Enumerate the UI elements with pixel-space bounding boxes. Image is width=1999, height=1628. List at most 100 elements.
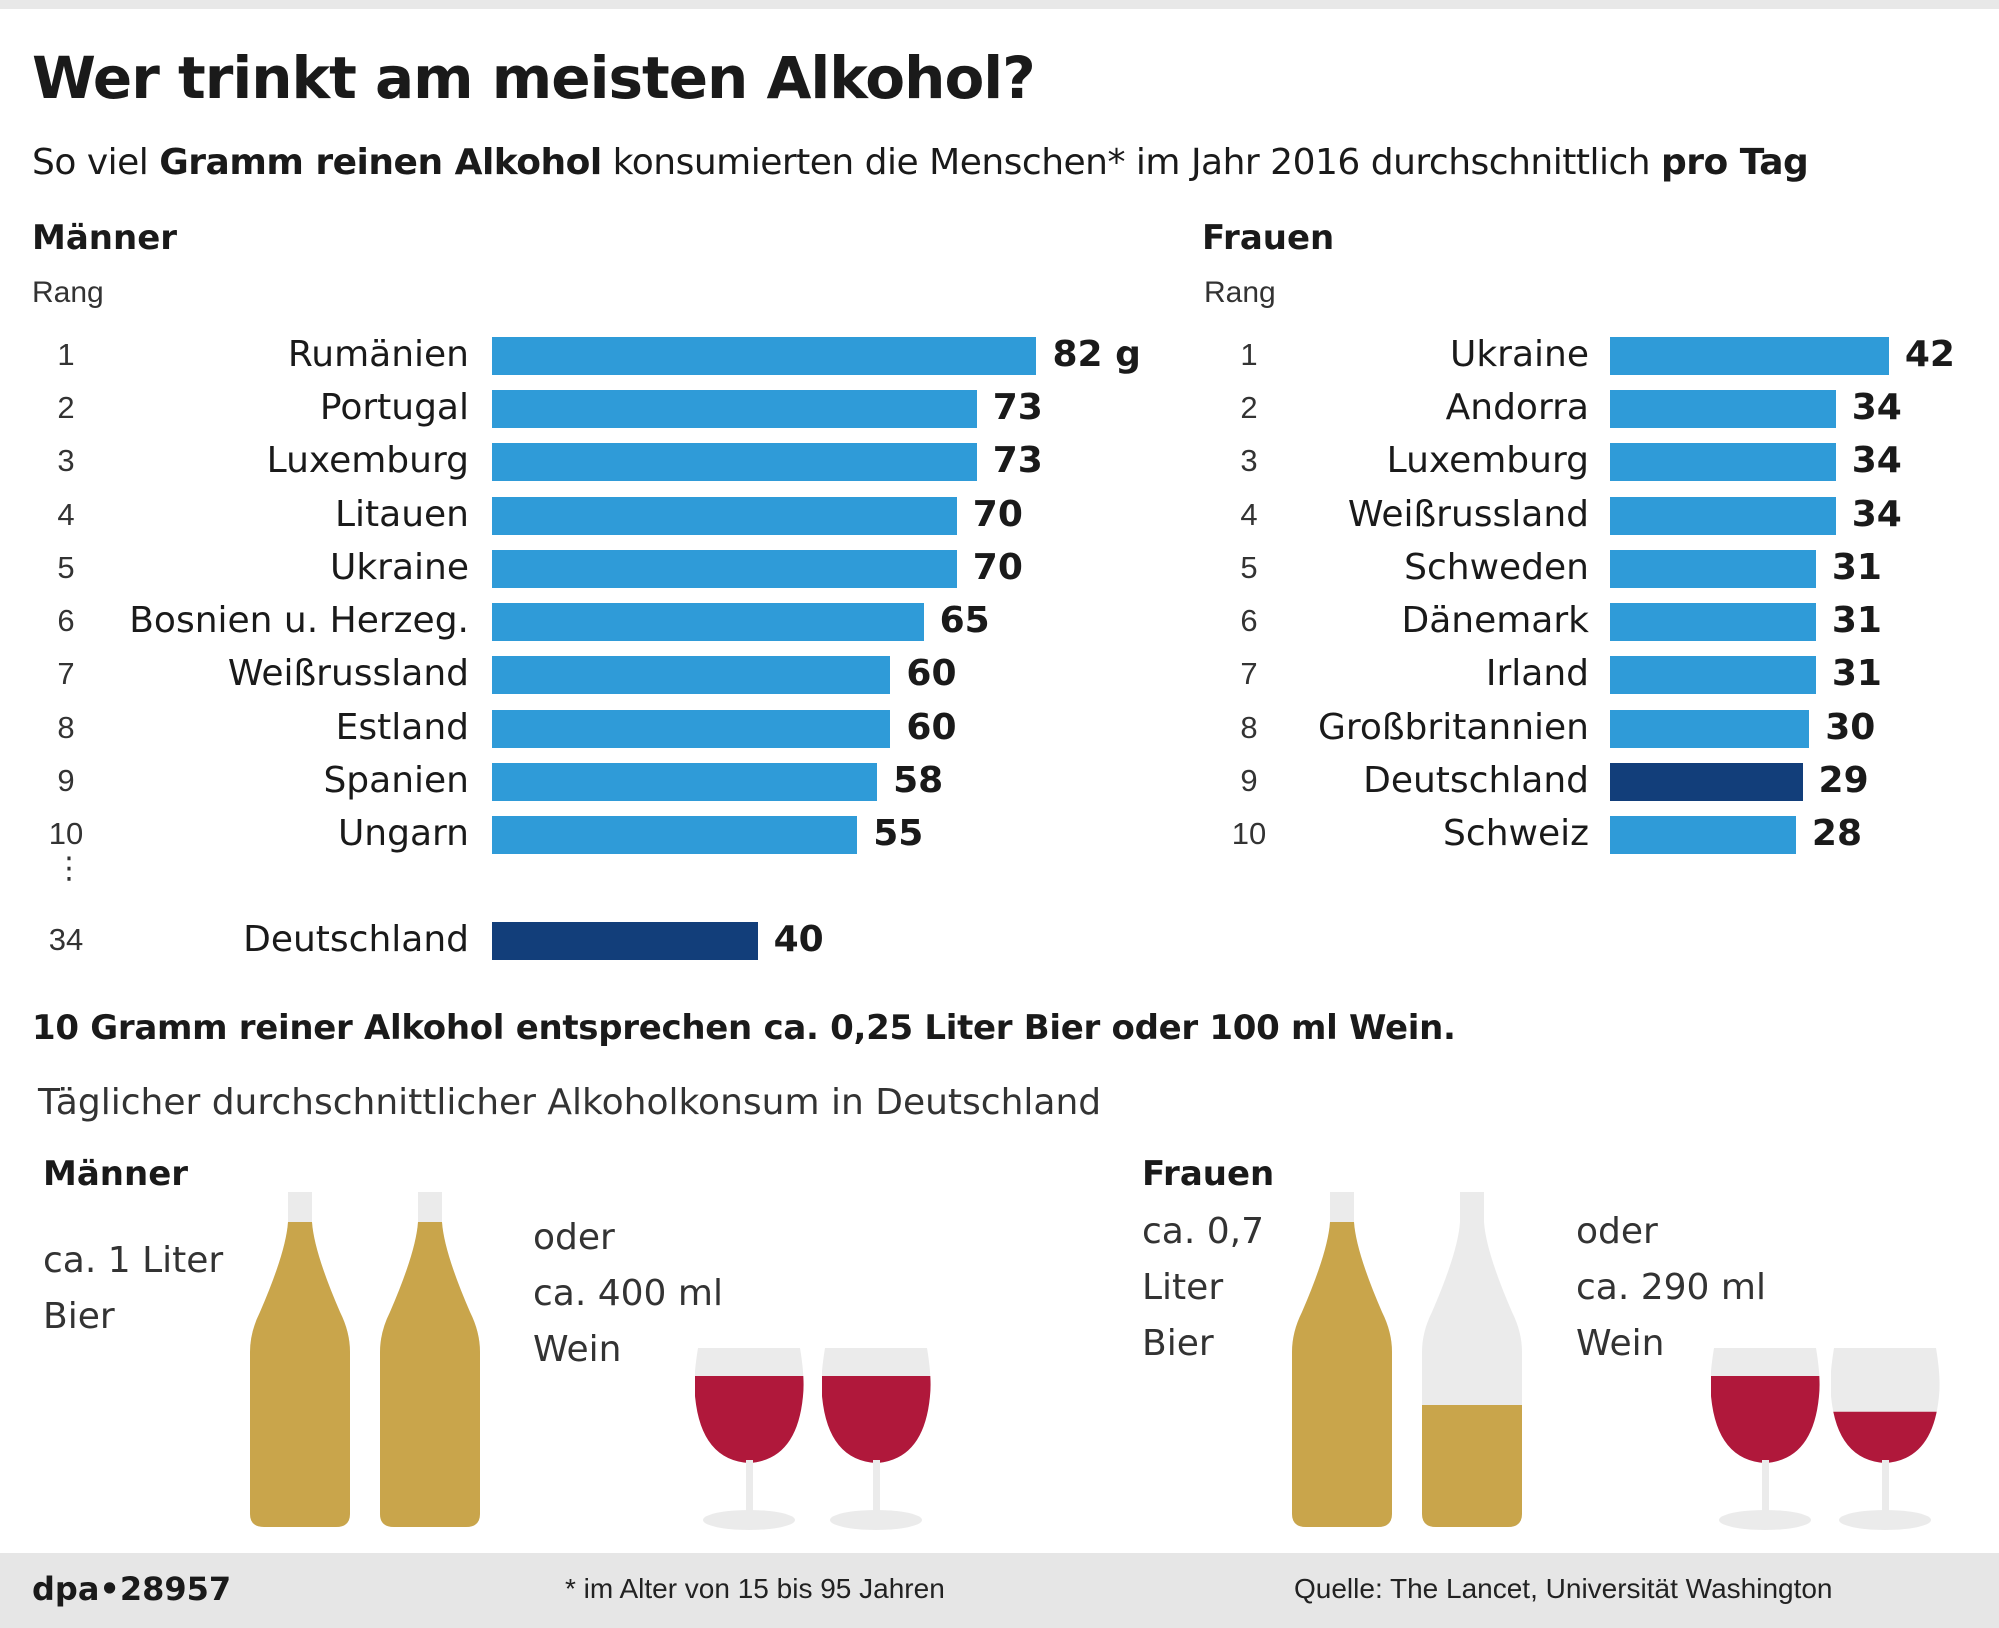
bar xyxy=(492,390,977,428)
top-rule xyxy=(0,0,1999,9)
rank-label: 6 xyxy=(57,603,75,638)
rank-label: 34 xyxy=(48,922,84,957)
rank-label: 10 xyxy=(48,816,84,851)
rank-label: 2 xyxy=(57,390,75,425)
country-label: Bosnien u. Herzeg. xyxy=(129,600,469,641)
rank-label: 4 xyxy=(57,497,75,532)
rank-label: 8 xyxy=(57,710,75,745)
value-label: 60 xyxy=(906,707,957,748)
country-label: Weißrussland xyxy=(227,653,469,694)
rank-label: 1 xyxy=(1240,337,1258,372)
value-label: 40 xyxy=(773,919,824,960)
bar xyxy=(1610,337,1889,375)
beer-bottle-icon xyxy=(380,1192,480,1527)
country-label: Dänemark xyxy=(1401,600,1589,641)
daily-title: Täglicher durchschnittlicher Alkoholkons… xyxy=(38,1082,1102,1123)
rank-label: 7 xyxy=(1240,656,1258,691)
country-label: Großbritannien xyxy=(1317,707,1589,748)
subtitle-bold: pro Tag xyxy=(1661,142,1809,183)
value-label: 29 xyxy=(1818,760,1869,801)
women-beer-label: Liter xyxy=(1142,1267,1224,1308)
country-label: Luxemburg xyxy=(1386,440,1589,481)
women-illustration-title: Frauen xyxy=(1142,1154,1275,1194)
bar xyxy=(1610,390,1836,428)
value-label: 70 xyxy=(972,547,1023,588)
country-label: Schweiz xyxy=(1443,813,1589,854)
men-beer-label: Bier xyxy=(43,1296,115,1337)
rank-label: 3 xyxy=(57,443,75,478)
country-label: Deutschland xyxy=(243,919,469,960)
bar xyxy=(492,710,891,748)
bar xyxy=(1610,443,1836,481)
men-or-label: oder xyxy=(533,1217,615,1258)
country-label: Schweden xyxy=(1404,547,1589,588)
bar xyxy=(492,922,758,960)
country-label: Weißrussland xyxy=(1347,494,1589,535)
bar xyxy=(492,443,977,481)
women-beer-label: Bier xyxy=(1142,1323,1214,1364)
conversion-note: 10 Gramm reiner Alkohol entsprechen ca. … xyxy=(32,1008,1456,1048)
subtitle: So viel Gramm reinen Alkohol konsumierte… xyxy=(32,142,1809,183)
bar xyxy=(492,763,878,801)
wine-glass-icon xyxy=(1831,1348,1940,1530)
country-label: Rumänien xyxy=(287,334,469,375)
country-label: Andorra xyxy=(1445,387,1589,428)
women-or-label: oder xyxy=(1576,1211,1658,1252)
women-rank-header: Rang xyxy=(1204,276,1276,309)
value-label: 28 xyxy=(1811,813,1863,854)
subtitle-text: So viel xyxy=(32,142,160,183)
country-label: Ukraine xyxy=(1449,334,1589,375)
men-rank-header: Rang xyxy=(32,276,104,309)
bar xyxy=(492,550,957,588)
country-label: Spanien xyxy=(323,760,469,801)
value-label: 58 xyxy=(893,760,944,801)
women-chart-title: Frauen xyxy=(1202,218,1335,258)
value-label: 42 xyxy=(1904,334,1955,375)
value-label: 70 xyxy=(972,494,1023,535)
wine-glass-icon xyxy=(1711,1348,1820,1530)
bar xyxy=(1610,656,1816,694)
rank-label: 8 xyxy=(1240,710,1258,745)
value-label: 65 xyxy=(939,600,990,641)
men-chart-title: Männer xyxy=(32,218,178,258)
rank-label: 9 xyxy=(1240,763,1258,798)
rank-label: 10 xyxy=(1231,816,1267,851)
value-label: 34 xyxy=(1851,387,1902,428)
bar xyxy=(492,816,858,854)
value-label: 60 xyxy=(906,653,957,694)
value-label: 34 xyxy=(1851,494,1902,535)
men-beer-label: ca. 1 Liter xyxy=(43,1240,224,1281)
rank-label: 5 xyxy=(57,550,75,585)
country-label: Portugal xyxy=(319,387,469,428)
rank-label: 6 xyxy=(1240,603,1258,638)
gap-marker: ⋮ xyxy=(54,851,84,886)
bar xyxy=(1610,603,1816,641)
rank-label: 1 xyxy=(57,337,75,372)
bar xyxy=(492,497,957,535)
bar xyxy=(492,656,891,694)
bar xyxy=(1610,497,1836,535)
value-label: 82 g xyxy=(1052,334,1141,375)
women-wine-label: Wein xyxy=(1576,1323,1665,1364)
bar xyxy=(492,603,924,641)
country-label: Litauen xyxy=(334,494,469,535)
country-label: Ukraine xyxy=(329,547,469,588)
rank-label: 2 xyxy=(1240,390,1258,425)
value-label: 30 xyxy=(1825,707,1876,748)
rank-label: 3 xyxy=(1240,443,1258,478)
rank-label: 4 xyxy=(1240,497,1258,532)
bar xyxy=(1610,816,1796,854)
beer-bottle-icon xyxy=(1422,1192,1522,1527)
value-label: 31 xyxy=(1831,653,1882,694)
footnote: * im Alter von 15 bis 95 Jahren xyxy=(565,1573,945,1604)
country-label: Irland xyxy=(1485,653,1589,694)
country-label: Estland xyxy=(335,707,469,748)
beer-bottle-icon xyxy=(250,1192,350,1527)
bar xyxy=(1610,710,1810,748)
bar xyxy=(1610,763,1803,801)
value-label: 31 xyxy=(1831,600,1882,641)
country-label: Ungarn xyxy=(337,813,469,854)
page-title: Wer trinkt am meisten Alkohol? xyxy=(32,44,1036,112)
value-label: 73 xyxy=(992,387,1043,428)
rank-label: 5 xyxy=(1240,550,1258,585)
